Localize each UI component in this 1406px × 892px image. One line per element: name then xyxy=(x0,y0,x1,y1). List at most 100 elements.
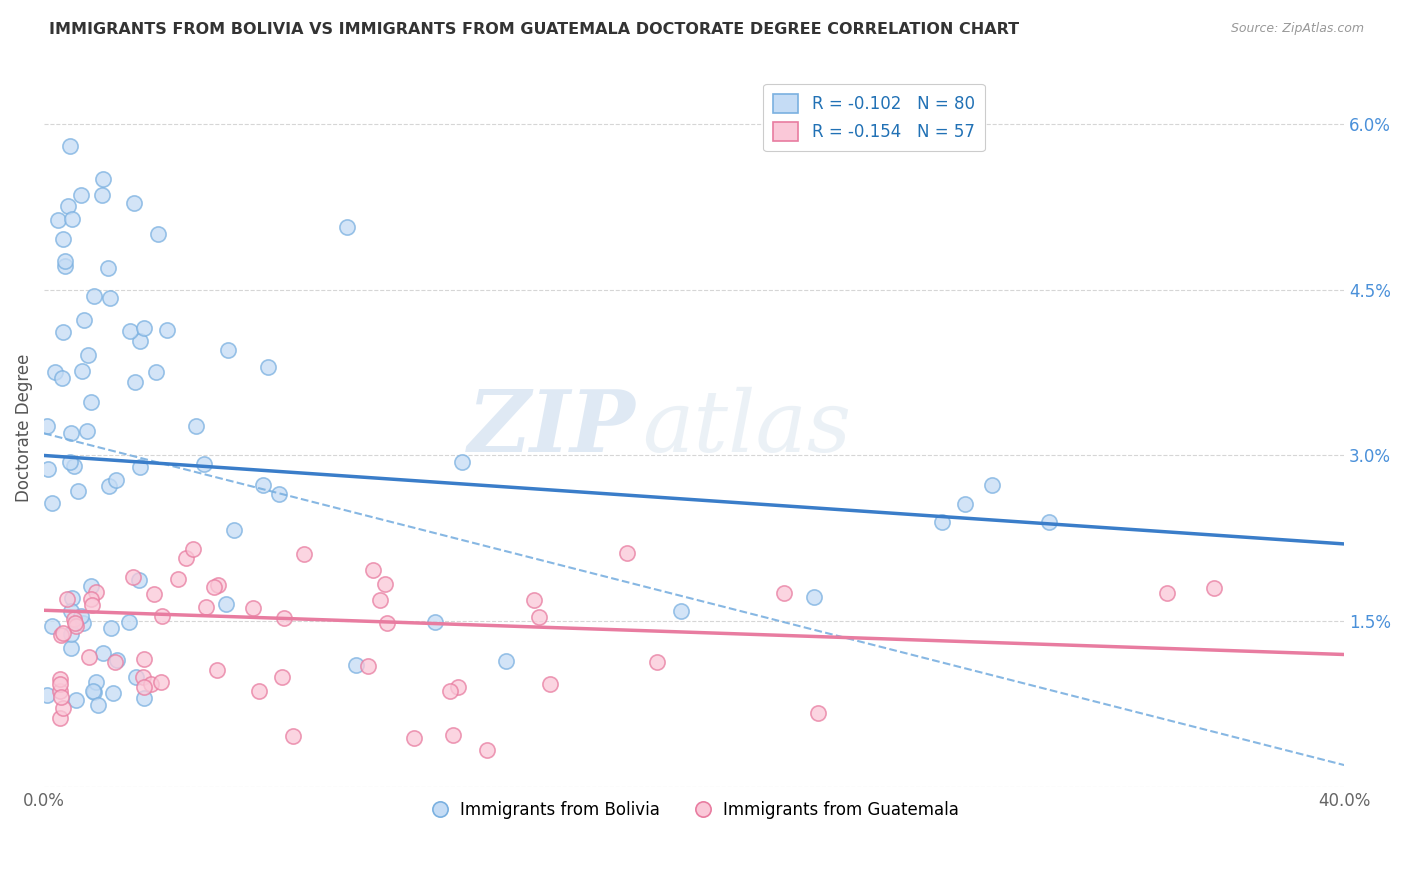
Point xyxy=(214,598,236,612)
Y-axis label: Doctorate Degree: Doctorate Degree xyxy=(15,353,32,502)
Point xyxy=(150,608,173,623)
Text: atlas: atlas xyxy=(643,386,851,469)
Point xyxy=(37,688,59,702)
Point xyxy=(423,615,446,630)
Point xyxy=(100,291,122,305)
Point xyxy=(143,587,166,601)
Point xyxy=(84,675,107,690)
Point xyxy=(120,324,142,338)
Point xyxy=(41,496,63,510)
Point xyxy=(76,425,98,439)
Point xyxy=(37,419,59,434)
Point xyxy=(538,677,561,691)
Point xyxy=(49,690,72,705)
Point xyxy=(292,548,315,562)
Point xyxy=(1156,586,1178,600)
Point xyxy=(202,580,225,594)
Point xyxy=(60,425,83,440)
Point xyxy=(807,706,830,721)
Point xyxy=(52,231,75,245)
Point xyxy=(145,365,167,379)
Point xyxy=(63,616,86,631)
Point xyxy=(174,551,197,566)
Point xyxy=(184,419,207,434)
Point xyxy=(373,576,395,591)
Point xyxy=(60,211,83,226)
Point xyxy=(132,670,155,684)
Point xyxy=(49,711,72,725)
Point xyxy=(931,515,953,529)
Point xyxy=(271,670,294,684)
Point xyxy=(257,359,280,374)
Point xyxy=(194,599,217,614)
Point xyxy=(645,655,668,669)
Point xyxy=(65,618,87,632)
Text: IMMIGRANTS FROM BOLIVIA VS IMMIGRANTS FROM GUATEMALA DOCTORATE DEGREE CORRELATIO: IMMIGRANTS FROM BOLIVIA VS IMMIGRANTS FR… xyxy=(49,22,1019,37)
Point xyxy=(52,325,75,339)
Legend: Immigrants from Bolivia, Immigrants from Guatemala: Immigrants from Bolivia, Immigrants from… xyxy=(423,794,966,826)
Point xyxy=(281,729,304,743)
Point xyxy=(447,680,470,694)
Point xyxy=(49,684,72,698)
Point xyxy=(134,680,156,694)
Point xyxy=(37,462,59,476)
Point xyxy=(66,484,89,499)
Point xyxy=(82,684,104,698)
Point xyxy=(98,479,121,493)
Point xyxy=(82,598,104,612)
Point xyxy=(60,604,83,618)
Text: ZIP: ZIP xyxy=(468,386,636,469)
Point xyxy=(118,615,141,629)
Point xyxy=(72,616,94,631)
Point xyxy=(51,371,73,385)
Point xyxy=(146,227,169,242)
Point xyxy=(91,187,114,202)
Point xyxy=(104,655,127,669)
Point xyxy=(77,650,100,665)
Point xyxy=(156,323,179,337)
Point xyxy=(181,542,204,557)
Point xyxy=(495,654,517,668)
Point xyxy=(242,600,264,615)
Point xyxy=(344,657,367,672)
Point xyxy=(53,254,76,268)
Point xyxy=(80,591,103,606)
Point xyxy=(91,172,114,186)
Point xyxy=(49,677,72,691)
Point xyxy=(58,455,80,469)
Point xyxy=(83,289,105,303)
Point xyxy=(59,640,82,655)
Point xyxy=(59,139,82,153)
Point xyxy=(477,743,499,757)
Point xyxy=(80,579,103,593)
Point xyxy=(46,212,69,227)
Point xyxy=(166,572,188,586)
Point xyxy=(527,610,550,624)
Point xyxy=(207,577,229,591)
Point xyxy=(149,674,172,689)
Point xyxy=(52,626,75,640)
Point xyxy=(441,728,464,742)
Point xyxy=(100,621,122,635)
Point xyxy=(105,653,128,667)
Point xyxy=(141,677,163,691)
Point xyxy=(269,487,291,501)
Point xyxy=(60,591,83,605)
Point xyxy=(450,455,472,469)
Point xyxy=(803,590,825,604)
Point xyxy=(87,698,110,712)
Point xyxy=(981,478,1004,492)
Point xyxy=(122,569,145,583)
Point xyxy=(402,731,425,746)
Point xyxy=(134,690,156,705)
Point xyxy=(1038,515,1060,529)
Point xyxy=(103,686,125,700)
Point xyxy=(953,497,976,511)
Point xyxy=(193,457,215,471)
Point xyxy=(247,683,270,698)
Point xyxy=(439,683,461,698)
Point xyxy=(368,592,391,607)
Point xyxy=(58,198,80,212)
Point xyxy=(65,693,87,707)
Point xyxy=(104,473,127,487)
